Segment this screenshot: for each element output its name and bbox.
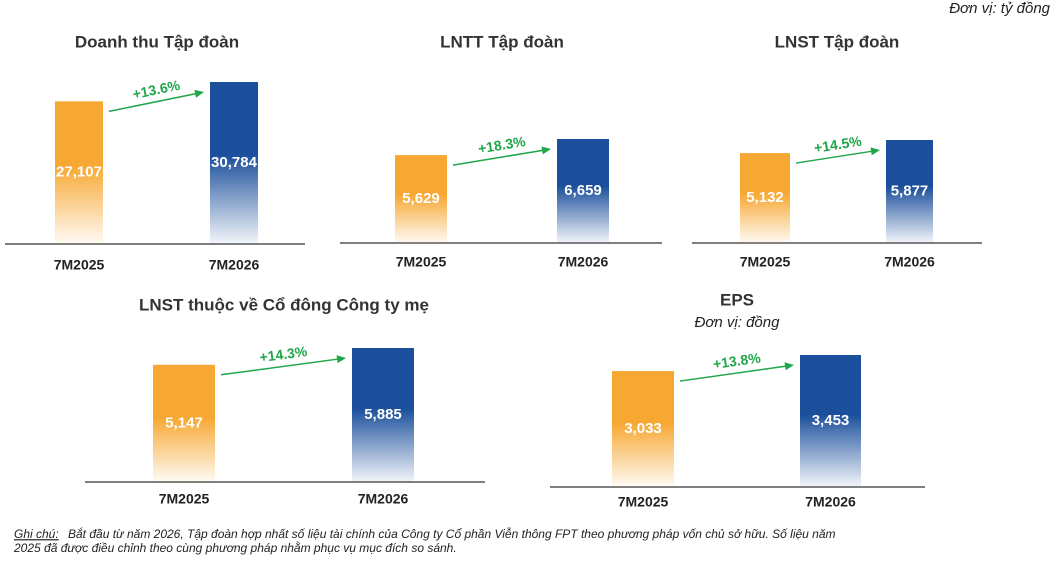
growth-arrow — [679, 365, 789, 382]
chart-title: LNST Tập đoàn — [775, 32, 900, 51]
growth-label: +14.3% — [259, 343, 309, 365]
note-line: 2025 đã được điều chỉnh theo cùng phương… — [13, 540, 457, 555]
chart-subtitle: Đơn vị: đồng — [695, 314, 781, 331]
x-tick-label: 7M2026 — [209, 257, 260, 273]
arrow-head — [784, 362, 794, 371]
chart-title: EPS — [720, 290, 754, 309]
arrow-head — [194, 89, 204, 98]
unit: Đơn vị: tỷ đồng — [949, 0, 1050, 17]
x-tick-label: 7M2026 — [558, 254, 609, 270]
bar — [557, 139, 609, 243]
bar — [55, 101, 103, 244]
growth-label: +18.3% — [477, 133, 527, 157]
note-label: Ghi chú: — [14, 527, 59, 541]
x-tick-label: 7M2026 — [358, 491, 409, 507]
growth-arrow — [795, 150, 875, 164]
value-label: 5,132 — [746, 189, 784, 206]
chart-title: LNTT Tập đoàn — [440, 32, 564, 51]
growth-arrow — [108, 92, 199, 113]
bar — [352, 348, 414, 482]
x-tick-label: 7M2026 — [805, 494, 856, 510]
note-line: Bắt đầu từ năm 2026, Tập đoàn hợp nhất s… — [68, 526, 836, 541]
value-label: 3,453 — [812, 412, 850, 429]
x-tick-label: 7M2025 — [396, 254, 447, 270]
growth-label: +13.8% — [712, 349, 762, 372]
chart-title: LNST thuộc về Cổ đông Công ty mẹ — [139, 295, 429, 314]
x-tick-label: 7M2025 — [740, 254, 791, 270]
x-tick-label: 7M2025 — [54, 257, 105, 273]
growth-arrow — [452, 149, 546, 166]
value-label: 5,885 — [364, 406, 402, 423]
bar — [210, 82, 258, 244]
bar — [800, 355, 861, 487]
x-tick-label: 7M2025 — [618, 494, 669, 510]
value-label: 5,877 — [891, 182, 929, 199]
arrow-head — [541, 146, 551, 155]
value-label: 5,629 — [402, 190, 440, 207]
chart-title: Doanh thu Tập đoàn — [75, 32, 239, 51]
x-tick-label: 7M2025 — [159, 491, 210, 507]
bar — [153, 364, 215, 482]
bar — [612, 371, 674, 487]
value-label: 30,784 — [211, 154, 258, 171]
x-tick-label: 7M2026 — [884, 254, 935, 270]
bar — [395, 155, 447, 243]
arrow-head — [870, 147, 880, 156]
value-label: 5,147 — [165, 414, 203, 431]
growth-arrow — [220, 358, 341, 376]
value-label: 3,033 — [624, 420, 662, 437]
value-label: 27,107 — [56, 164, 102, 181]
value-label: 6,659 — [564, 182, 602, 199]
bar — [886, 140, 933, 243]
arrow-head — [336, 355, 346, 364]
growth-label: +14.5% — [813, 133, 863, 156]
bar — [740, 153, 790, 243]
